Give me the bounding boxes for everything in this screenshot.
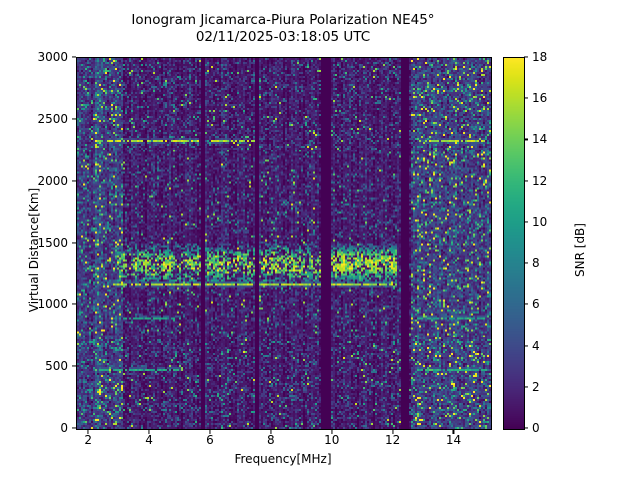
colorbar-tick-label: 12 <box>532 173 548 188</box>
colorbar-tick-mark <box>524 138 528 140</box>
x-tick-mark <box>87 429 89 434</box>
chart-title-line2: 02/11/2025-03:18:05 UTC <box>195 29 371 45</box>
x-tick-label: 12 <box>384 433 401 447</box>
colorbar-tick-label: 8 <box>532 256 540 271</box>
colorbar-tick-label: 18 <box>532 50 548 64</box>
x-tick-label: 14 <box>445 433 462 447</box>
colorbar-tick-label: 10 <box>532 214 548 229</box>
y-tick-mark <box>72 56 76 58</box>
x-tick-label: 10 <box>324 433 340 447</box>
y-tick-label: 2500 <box>37 111 68 126</box>
x-tick-mark <box>331 429 333 434</box>
colorbar-tick-mark <box>524 221 528 223</box>
ionogram-plot-area <box>76 57 492 430</box>
colorbar-tick-mark <box>524 427 528 429</box>
y-tick-mark <box>72 365 76 367</box>
x-tick-label: 4 <box>145 433 153 447</box>
y-tick-label: 0 <box>60 421 68 435</box>
x-tick-label: 8 <box>266 433 275 447</box>
colorbar <box>503 57 525 430</box>
colorbar-tick-mark <box>524 97 528 99</box>
y-tick-mark <box>72 241 76 244</box>
x-axis-label: Frequency[MHz] <box>234 452 332 466</box>
colorbar-tick-label: 16 <box>532 91 548 106</box>
colorbar-tick-mark <box>524 386 528 388</box>
colorbar-tick-mark <box>524 56 528 58</box>
y-tick-label: 3000 <box>37 50 68 64</box>
colorbar-tick-mark <box>524 345 528 347</box>
x-tick-label: 6 <box>206 433 214 447</box>
x-tick-label: 2 <box>84 433 92 447</box>
colorbar-tick-mark <box>524 180 528 182</box>
y-tick-label: 1000 <box>37 297 68 312</box>
chart-title: Ionogram Jicamarca-Piura Polarization NE… <box>0 12 566 46</box>
y-tick-mark <box>72 180 76 182</box>
colorbar-tick-label: 2 <box>532 379 540 394</box>
y-axis-label: Virtual Distance[Km] <box>27 187 41 313</box>
y-tick-label: 1500 <box>37 235 68 250</box>
colorbar-tick-label: 0 <box>532 421 540 435</box>
colorbar-tick-mark <box>524 262 528 264</box>
x-tick-mark <box>452 429 455 434</box>
colorbar-tick-label: 14 <box>532 132 548 147</box>
x-tick-mark <box>148 429 150 434</box>
x-tick-mark <box>392 429 394 434</box>
x-tick-mark <box>209 429 211 434</box>
y-tick-mark <box>72 427 76 429</box>
colorbar-gradient <box>504 58 524 429</box>
y-tick-label: 500 <box>45 359 68 374</box>
x-tick-mark <box>270 429 272 434</box>
y-tick-mark <box>72 118 76 120</box>
colorbar-tick-label: 6 <box>532 297 540 312</box>
colorbar-label: SNR [dB] <box>573 223 587 277</box>
y-tick-mark <box>72 303 76 305</box>
colorbar-tick-mark <box>524 303 528 305</box>
ionogram-heatmap-canvas <box>77 58 491 429</box>
y-tick-label: 2000 <box>37 173 68 188</box>
colorbar-tick-label: 4 <box>532 338 540 353</box>
chart-title-line1: Ionogram Jicamarca-Piura Polarization NE… <box>131 12 435 28</box>
